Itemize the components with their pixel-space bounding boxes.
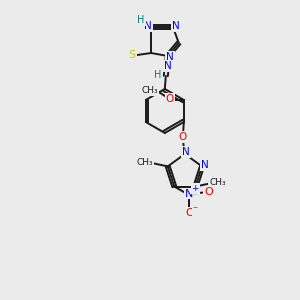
Text: H: H [137,15,145,25]
Text: O: O [166,94,174,104]
Text: O: O [185,208,194,218]
Text: O: O [204,187,213,196]
Text: CH₃: CH₃ [136,158,153,167]
Text: N: N [182,147,190,157]
Text: N: N [201,160,209,170]
Text: O: O [179,132,187,142]
Text: S: S [128,50,136,60]
Text: N: N [144,21,152,31]
Text: CH₃: CH₃ [142,86,158,95]
Text: N: N [185,188,194,199]
Text: CH₃: CH₃ [209,178,226,187]
Text: ⁻: ⁻ [193,206,198,215]
Text: N: N [166,52,174,62]
Text: N: N [164,61,172,71]
Text: H: H [154,70,161,80]
Text: +: + [191,184,199,193]
Text: N: N [172,21,180,31]
